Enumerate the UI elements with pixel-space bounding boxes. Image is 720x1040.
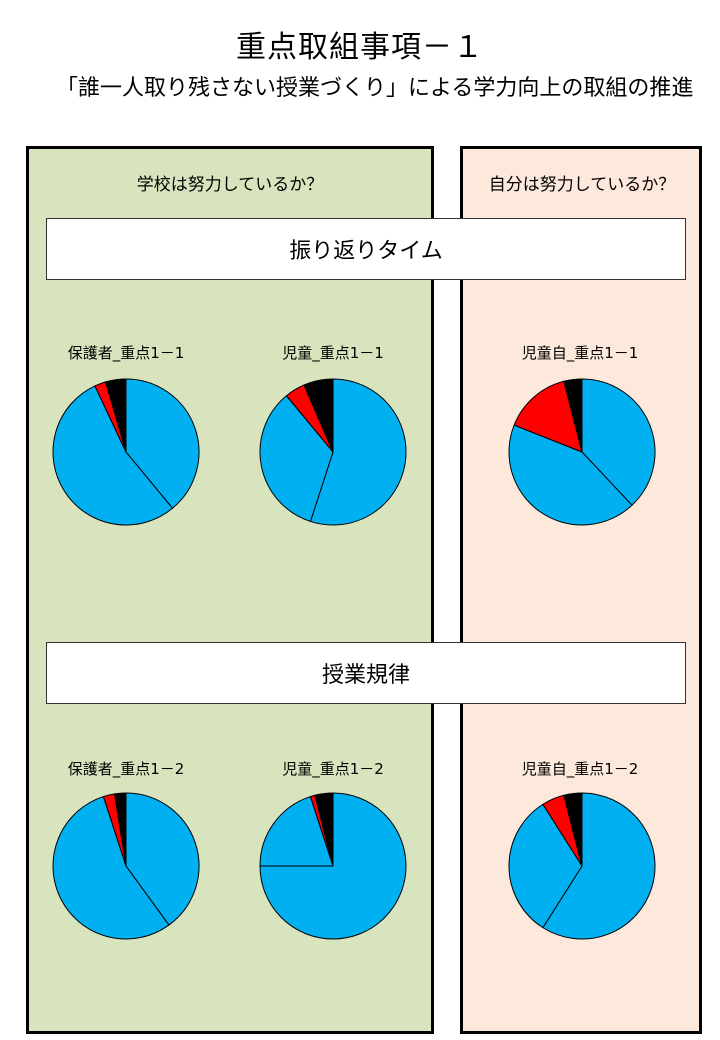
pie-slice-3 [314,792,334,867]
pie-child-1-1 [259,378,407,526]
chart-title-guardian-1-1: 保護者_重点1－1 [67,344,185,362]
pie-guardian-1-2 [52,792,200,940]
pie-slice-0 [581,378,656,506]
pie-slice-1 [508,424,633,526]
pie-slice-3 [105,378,127,453]
pie-slice-0 [125,378,200,509]
pie-slice-3 [563,792,583,867]
pie-self-1-1 [508,378,656,526]
chart-title-guardian-1-2: 保護者_重点1－2 [67,760,185,778]
pie-slice-1 [508,803,583,929]
chart-title-self-1-2: 児童自_重点1－2 [521,760,639,778]
pie-slice-0 [309,378,407,526]
pie-guardian-1-1 [52,378,200,526]
pie-slice-1 [259,795,334,867]
chart-title-self-1-1: 児童自_重点1－1 [521,344,639,362]
page-title: 重点取組事項－１ [236,30,484,65]
class-discipline-band: 授業規律 [46,642,686,704]
pie-slice-3 [114,792,127,867]
pie-slice-2 [513,380,583,453]
reflection-time-band: 振り返りタイム [46,218,686,280]
pie-slice-1 [52,795,170,940]
pie-slice-1 [259,395,334,523]
pie-self-1-2 [508,792,656,940]
pie-slice-0 [125,792,200,926]
chart-title-child-1-2: 児童_重点1－2 [282,760,384,778]
pie-slice-3 [303,378,334,453]
chart-title-child-1-1: 児童_重点1－1 [282,344,384,362]
pie-slice-0 [542,792,656,940]
page-subtitle: 「誰一人取り残さない授業づくり」による学力向上の取組の推進 [56,76,694,101]
self-effort-heading: 自分は努力しているか？ [488,175,676,195]
pie-slice-3 [563,378,583,453]
pie-slice-0 [259,792,407,940]
pie-slice-1 [52,385,174,526]
pie-child-1-2 [259,792,407,940]
school-effort-heading: 学校は努力しているか？ [136,175,324,195]
